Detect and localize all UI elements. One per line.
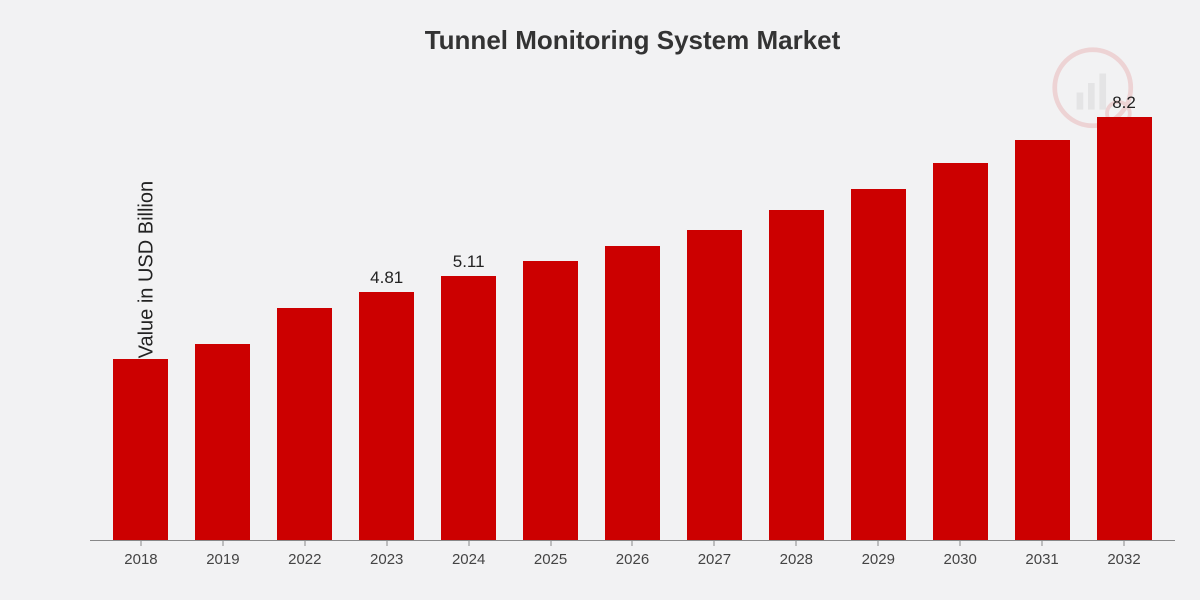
- x-tick: [632, 540, 633, 546]
- x-tick: [140, 540, 141, 546]
- chart-title: Tunnel Monitoring System Market: [90, 25, 1175, 56]
- x-tick: [960, 540, 961, 546]
- bar-group: [592, 66, 674, 540]
- bar: [277, 308, 332, 540]
- x-tick: [878, 540, 879, 546]
- bar: [687, 230, 742, 540]
- bars-container: 4.81 5.11 8.2: [90, 66, 1175, 540]
- bar-value-label: 8.2: [1112, 93, 1136, 113]
- x-axis-labels: 2018201920222023202420252026202720282029…: [90, 551, 1175, 568]
- bar-value-label: 4.81: [370, 268, 403, 288]
- x-axis-label: 2022: [264, 551, 346, 568]
- bar-group: [510, 66, 592, 540]
- bar-group: [1001, 66, 1083, 540]
- x-tick: [796, 540, 797, 546]
- bar: [113, 359, 168, 540]
- x-tick: [222, 540, 223, 546]
- bar-group: 8.2: [1083, 66, 1165, 540]
- x-axis-label: 2018: [100, 551, 182, 568]
- bar-group: [919, 66, 1001, 540]
- x-axis-label: 2027: [673, 551, 755, 568]
- bar: [605, 246, 660, 540]
- x-axis-label: 2028: [755, 551, 837, 568]
- bar: [441, 276, 496, 540]
- bar-group: [100, 66, 182, 540]
- bar-group: [755, 66, 837, 540]
- bar: [523, 261, 578, 540]
- bar: [1097, 117, 1152, 540]
- x-axis-label: 2032: [1083, 551, 1165, 568]
- x-tick: [550, 540, 551, 546]
- x-axis-label: 2026: [592, 551, 674, 568]
- bar: [851, 189, 906, 540]
- x-tick: [304, 540, 305, 546]
- bar-group: [673, 66, 755, 540]
- x-axis-label: 2025: [510, 551, 592, 568]
- bar: [769, 210, 824, 540]
- bar-group: [264, 66, 346, 540]
- x-axis-label: 2023: [346, 551, 428, 568]
- x-tick: [714, 540, 715, 546]
- plot-area: Market Value in USD Billion 4.815.118.2: [90, 66, 1175, 541]
- bar-group: 4.81: [346, 66, 428, 540]
- bar: [933, 163, 988, 540]
- x-axis-label: 2019: [182, 551, 264, 568]
- x-tick: [1124, 540, 1125, 546]
- x-axis-label: 2030: [919, 551, 1001, 568]
- bar: [1015, 140, 1070, 540]
- bar-group: [182, 66, 264, 540]
- bar-group: [837, 66, 919, 540]
- x-axis-label: 2024: [428, 551, 510, 568]
- x-tick: [386, 540, 387, 546]
- x-axis-label: 2029: [837, 551, 919, 568]
- x-tick: [468, 540, 469, 546]
- x-axis-label: 2031: [1001, 551, 1083, 568]
- bar: [195, 344, 250, 540]
- bar-value-label: 5.11: [453, 252, 485, 272]
- bar: [359, 292, 414, 540]
- bar-group: 5.11: [428, 66, 510, 540]
- chart-container: Tunnel Monitoring System Market Market V…: [0, 0, 1200, 600]
- x-tick: [1042, 540, 1043, 546]
